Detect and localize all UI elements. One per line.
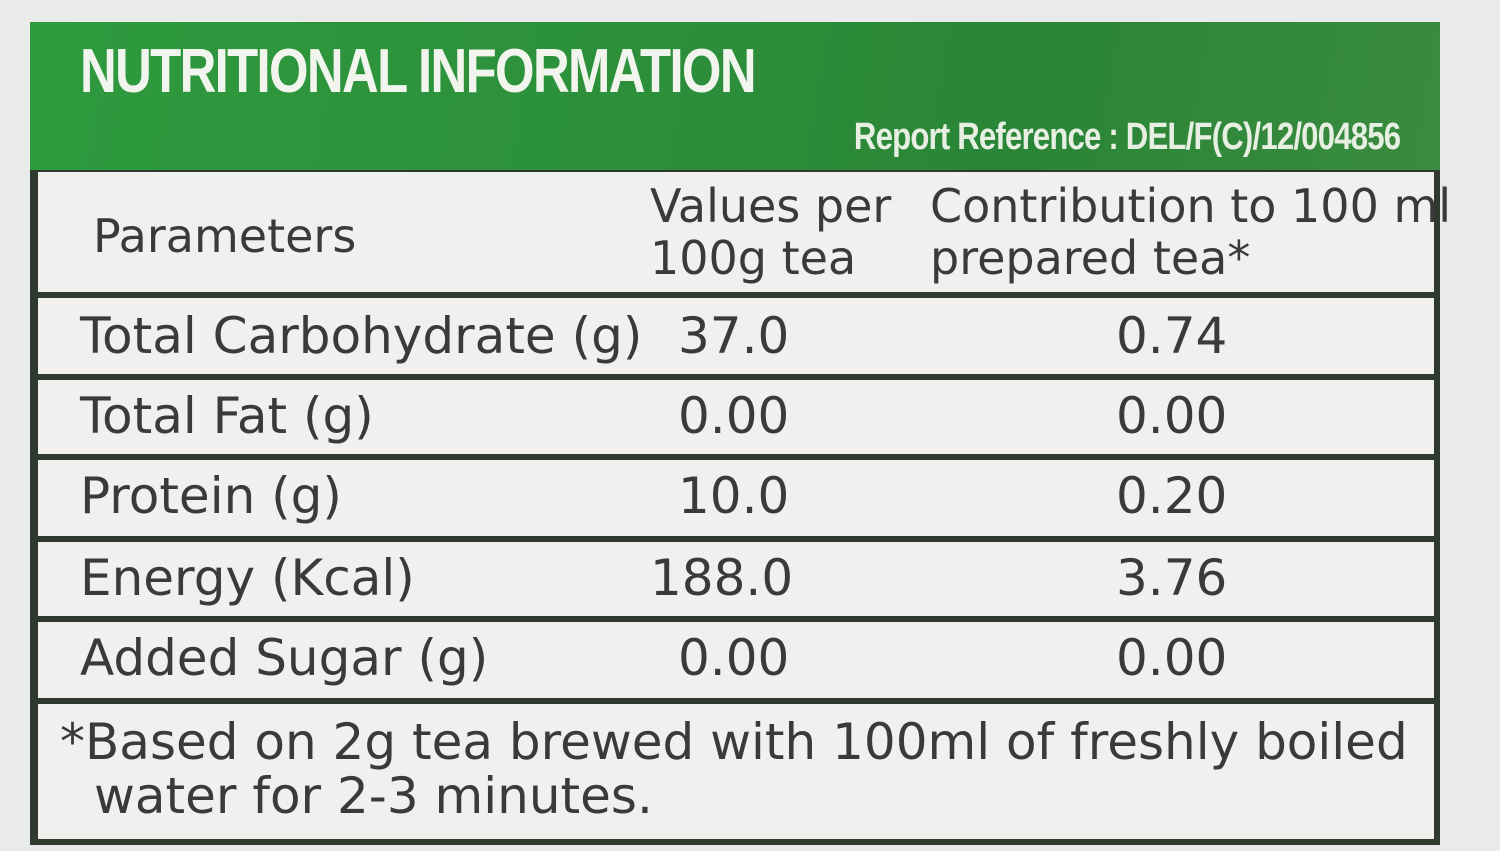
nutrition-panel: NUTRITIONAL INFORMATION Report Reference… [30, 22, 1451, 845]
column-header-per100g-line1: Values per [650, 179, 892, 233]
footnote-line2: water for 2-3 minutes. [94, 767, 653, 825]
footnote: *Based on 2g tea brewed with 100ml of fr… [38, 704, 1434, 839]
table-row: Protein (g) 10.0 0.20 [38, 460, 1434, 536]
column-header-per100g-line2: 100g tea [650, 231, 857, 285]
table-header-row: Parameters Values per 100g tea Contribut… [38, 172, 1451, 292]
report-reference: Report Reference : DEL/F(C)/12/004856 [853, 116, 1401, 158]
row-contribution-value: 0.74 [1116, 307, 1228, 365]
row-per100g-value: 188.0 [650, 549, 794, 607]
table-row: Total Carbohydrate (g) 37.0 0.74 [38, 298, 1434, 374]
row-per100g-value: 0.00 [678, 629, 790, 687]
row-per100g-value: 10.0 [678, 467, 790, 525]
nutrition-title: NUTRITIONAL INFORMATION [80, 37, 757, 106]
row-parameter: Added Sugar (g) [80, 629, 489, 687]
row-per100g-value: 37.0 [678, 307, 790, 365]
row-parameter: Total Carbohydrate (g) [80, 307, 643, 365]
column-header-contribution-line1: Contribution to 100 ml [930, 179, 1452, 233]
footnote-line1: *Based on 2g tea brewed with 100ml of fr… [60, 713, 1408, 771]
table-row: Energy (Kcal) 188.0 3.76 [38, 542, 1434, 616]
table-row: Added Sugar (g) 0.00 0.00 [38, 622, 1434, 698]
row-parameter: Energy (Kcal) [80, 549, 415, 607]
row-contribution-value: 0.00 [1116, 629, 1228, 687]
row-contribution-value: 0.00 [1116, 387, 1228, 445]
column-header-parameters: Parameters [93, 209, 357, 263]
column-header-contribution-line2: prepared tea* [930, 231, 1251, 285]
row-per100g-value: 0.00 [678, 387, 790, 445]
row-parameter: Protein (g) [80, 467, 342, 525]
row-contribution-value: 3.76 [1116, 549, 1228, 607]
table-row: Total Fat (g) 0.00 0.00 [38, 380, 1434, 454]
row-contribution-value: 0.20 [1116, 467, 1228, 525]
row-parameter: Total Fat (g) [80, 387, 374, 445]
nutrition-header: NUTRITIONAL INFORMATION Report Reference… [30, 22, 1440, 170]
